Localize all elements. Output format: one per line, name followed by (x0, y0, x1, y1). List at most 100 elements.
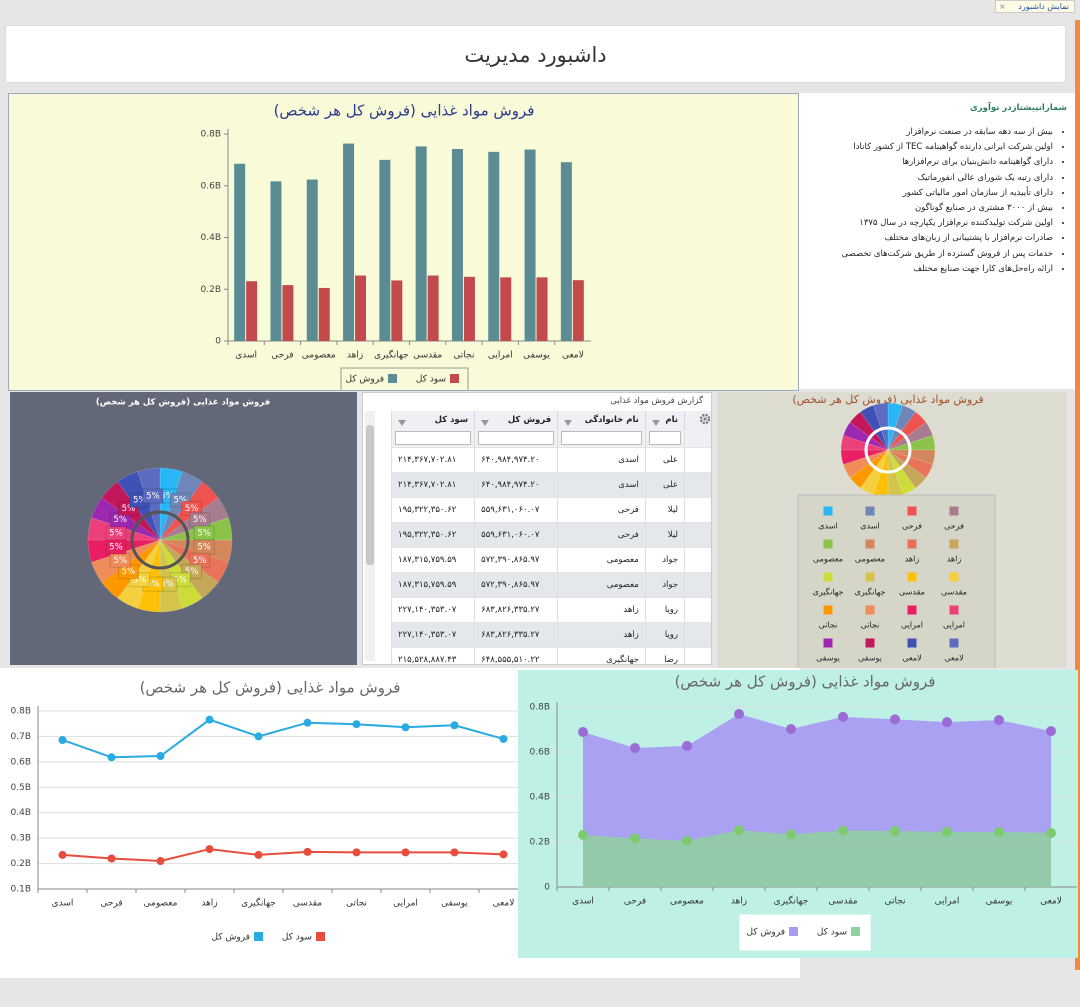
gear-cell (684, 447, 711, 473)
legend-label: اسدی (818, 522, 837, 531)
filter-icon[interactable] (564, 419, 573, 426)
x-tick-label: امرایی (393, 899, 418, 909)
table-cell: علی (644, 472, 685, 498)
point (205, 845, 214, 854)
table: نام نام خانوادگی فروش کل سود کل علی اسدی ۶۴۰,۹… (390, 411, 711, 664)
gear-cell (684, 429, 711, 448)
bar (451, 149, 463, 341)
gear-cell (684, 647, 711, 664)
chart-title: فروش مواد غذایی (فروش کل هر شخص) (274, 102, 535, 120)
filter-icon[interactable] (398, 419, 406, 426)
bar (270, 181, 282, 341)
point (890, 714, 900, 725)
x-tick-label: اسدی (52, 899, 74, 909)
point (401, 848, 410, 857)
y-tick-label: 0 (215, 337, 221, 347)
info-title: شمارانپیشتازدر نوآوری (969, 103, 1067, 113)
point (499, 850, 508, 859)
info-item: ارائه راه‌حل‌های کارا جهت صنایع مختلف (807, 264, 1053, 274)
table-cell: ۵۵۹,۶۳۱,۰۶۰.۰۷ (474, 522, 558, 548)
slice (887, 422, 934, 451)
filter-cell (644, 429, 685, 448)
tab-label[interactable]: نمایش داشبورد (1018, 2, 1069, 11)
scrollbar[interactable] (365, 411, 375, 661)
bar (415, 146, 427, 341)
filter-input[interactable] (561, 431, 642, 445)
x-tick-label: نجاتی (453, 351, 474, 361)
x-tick-label: امرایی (488, 351, 513, 361)
bar (500, 277, 512, 341)
legend-swatch (254, 932, 263, 941)
point (942, 826, 952, 837)
table-row: رویا زاهد ۶۸۳,۸۲۶,۳۳۵.۲۷ ۲۲۷,۱۴۰,۳۵۳.۰۷ (390, 622, 711, 648)
table-row: جواد معصومی ۵۷۲,۳۹۰,۸۶۵.۹۷ ۱۸۷,۳۱۵,۷۵۹.۵۹ (390, 547, 711, 573)
table-row: لیلا فرحی ۵۵۹,۶۳۱,۰۶۰.۰۷ ۱۹۵,۳۲۲,۳۵۰.۶۲ (390, 497, 711, 523)
value-label: 5% (197, 542, 211, 552)
legend-label: مقدسی (899, 588, 925, 597)
x-tick-label: یوسفی (986, 897, 1013, 907)
table-cell: ۱۸۷,۳۱۵,۷۵۹.۵۹ (390, 547, 475, 573)
x-tick-label: زاهد (201, 899, 217, 909)
table-panel: گزارش فروش مواد غذایی نام نام خانوادگی فرو… (362, 392, 712, 665)
table-cell: ۱۹۵,۳۲۲,۳۵۰.۶۲ (390, 522, 475, 548)
legend-swatch (907, 638, 917, 648)
legend-swatch (865, 539, 875, 549)
point (578, 726, 588, 737)
column-title: نام خانوادگی (584, 414, 639, 425)
legend-swatch (907, 605, 917, 615)
y-tick-label: 0.2B (201, 285, 222, 295)
gear-icon[interactable] (699, 413, 711, 425)
legend-swatch (949, 638, 959, 648)
point (942, 717, 952, 728)
table-cell: ۶۴۰,۹۸۴,۹۷۴.۲۰ (474, 447, 558, 473)
legend-label: یوسفی (816, 654, 840, 663)
legend-label: فروش کل (345, 375, 384, 385)
table-cell: فرحی (557, 522, 646, 548)
legend-swatch (949, 572, 959, 582)
table-cell: رویا (644, 597, 685, 623)
chart-title: فروش مواد غذایی (فروش کل هر شخص) (792, 393, 983, 406)
table-cell: لیلا (644, 497, 685, 523)
point (630, 833, 640, 844)
legend-label: سود کل (416, 375, 446, 385)
value-label: 5% (160, 580, 174, 590)
point (303, 718, 312, 727)
info-item: دارای تأییدیه از سازمان امور مالیاتی کشو… (807, 188, 1053, 198)
gear-cell (684, 472, 711, 498)
bar (427, 275, 439, 341)
value-label: 5% (109, 529, 123, 539)
x-tick-label: جهانگیری (241, 897, 276, 909)
legend-label: لامعی (902, 654, 921, 663)
column-header: نام (644, 411, 685, 429)
legend-swatch (388, 374, 397, 383)
filter-icon[interactable] (481, 419, 490, 426)
slice (840, 449, 889, 465)
filter-input[interactable] (478, 431, 555, 445)
table-cell: علی (644, 447, 685, 473)
point (254, 850, 263, 859)
point (734, 825, 744, 836)
table-cell: ۶۴۸,۵۵۵,۵۱۰.۲۲ (474, 647, 558, 664)
filter-input[interactable] (648, 431, 681, 445)
point (156, 857, 165, 866)
legend-label: اسدی (860, 522, 879, 531)
table-title: گزارش فروش مواد غذایی (610, 396, 703, 406)
filter-input[interactable] (395, 431, 472, 445)
line (62, 718, 504, 759)
point (107, 854, 116, 863)
tab[interactable]: نمایش داشبورد × (995, 0, 1075, 13)
slice (887, 449, 927, 489)
y-tick-label: 0.6B (11, 757, 32, 767)
filter-icon[interactable] (651, 419, 660, 426)
line (62, 848, 504, 863)
close-icon[interactable]: × (999, 2, 1006, 11)
legend-swatch (823, 539, 833, 549)
header-row: نام نام خانوادگی فروش کل سود کل (390, 411, 711, 429)
table-cell: زاهد (557, 597, 646, 623)
x-tick-label: اسدی (572, 897, 594, 907)
slice (849, 449, 889, 489)
ring (864, 426, 912, 474)
point (786, 829, 796, 840)
bar (463, 276, 475, 341)
x-tick-label: لامعی (493, 899, 515, 909)
